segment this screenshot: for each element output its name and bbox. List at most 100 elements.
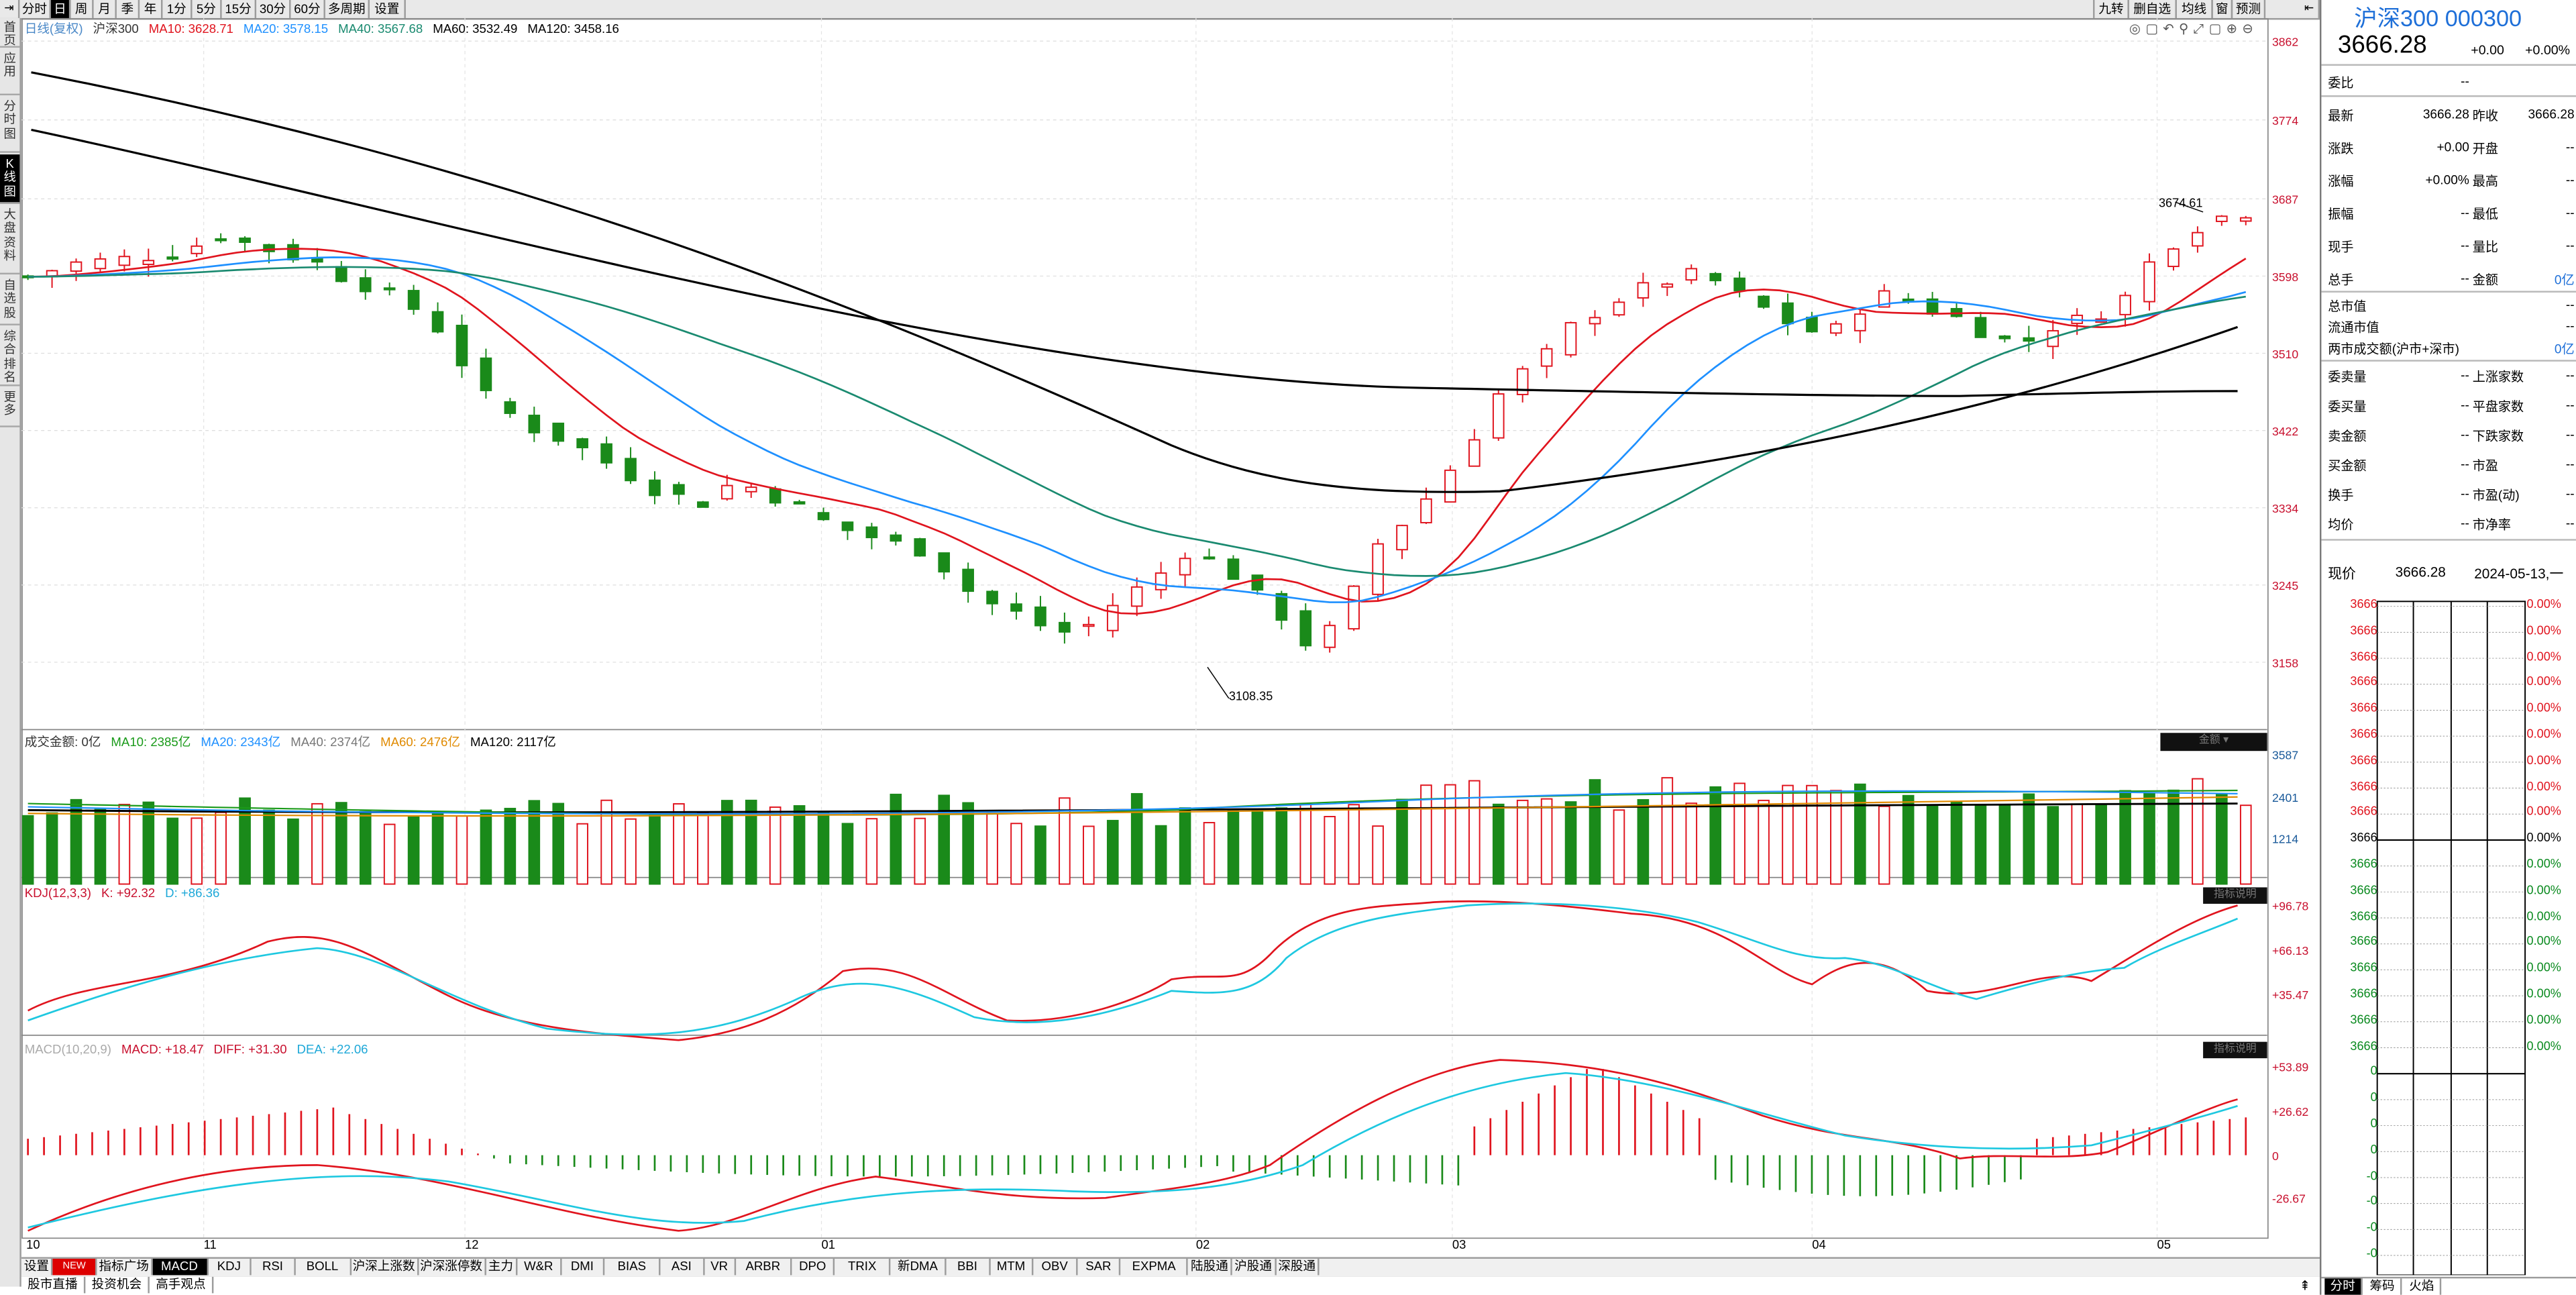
- indicator-tab[interactable]: VR: [704, 1258, 737, 1276]
- volume-bar: [1010, 823, 1022, 885]
- period-tab[interactable]: 分时: [19, 0, 51, 18]
- left-nav-item[interactable]: 应用: [0, 49, 20, 96]
- volume-bar: [1299, 802, 1312, 885]
- chart-tool-icons[interactable]: ◎▢↶⚲⤢▢⊕⊖: [2129, 21, 2259, 36]
- diff-value: DIFF: +31.30: [213, 1041, 287, 1057]
- toolbar-right-item[interactable]: 预测: [2231, 0, 2266, 18]
- mini-pct-tick: 0.00%: [2526, 622, 2561, 637]
- indicator-tab[interactable]: 沪股通: [1232, 1258, 1276, 1276]
- period-tab[interactable]: 1分: [162, 0, 193, 18]
- indicator-tab[interactable]: 新DMA: [891, 1258, 947, 1276]
- period-toolbar: ⇥ 分时日周月季年 1分 5分 15分 30分 60分 多周期 设置 九转 删自选 均线窗预测 ⇤: [0, 0, 2320, 20]
- expand-icon[interactable]: ⇞: [2299, 1278, 2311, 1294]
- quote-row-value: --: [2461, 238, 2469, 254]
- volume-bar: [986, 813, 998, 885]
- toolbar-right-item[interactable]: 窗: [2211, 0, 2233, 18]
- indicator-tab[interactable]: 深股通: [1276, 1258, 1320, 1276]
- left-nav-item[interactable]: 首页: [0, 18, 20, 48]
- quote-tab[interactable]: 分时: [2324, 1278, 2363, 1295]
- indicator-tab[interactable]: BIAS: [605, 1258, 661, 1276]
- volume-bar: [1227, 810, 1240, 885]
- indicator-tab[interactable]: TRIX: [835, 1258, 891, 1276]
- indicator-tab[interactable]: BOLL: [295, 1258, 352, 1276]
- quote-tab[interactable]: 筹码: [2364, 1278, 2402, 1295]
- indicator-tab[interactable]: 主力: [486, 1258, 518, 1276]
- volume-bar: [1106, 819, 1119, 885]
- kdj-tick: +96.78: [2271, 898, 2309, 914]
- volume-bar: [1468, 780, 1481, 885]
- period-tab[interactable]: 多周期: [325, 0, 370, 18]
- indicator-tab[interactable]: OBV: [1034, 1258, 1078, 1276]
- mini-pct-tick: 0.00%: [2526, 648, 2561, 664]
- indicator-tab[interactable]: W&R: [517, 1258, 561, 1276]
- mini-pct-tick: 0.00%: [2526, 830, 2561, 845]
- info-tab[interactable]: 高手观点: [150, 1276, 214, 1294]
- indicator-tab[interactable]: BBI: [947, 1258, 990, 1276]
- indicator-tab[interactable]: DMI: [561, 1258, 605, 1276]
- stat-label: 换手: [2328, 488, 2354, 503]
- indicator-tab[interactable]: ASI: [660, 1258, 704, 1276]
- volume-bar: [263, 809, 275, 885]
- left-nav-item[interactable]: 大盘资料: [0, 205, 20, 274]
- mini-price-tick: 3666: [2350, 908, 2377, 923]
- period-tab[interactable]: 5分: [193, 0, 222, 18]
- left-nav-item[interactable]: 更多: [0, 388, 20, 427]
- volume-badge[interactable]: 金额 ▾: [2160, 733, 2267, 752]
- period-tab[interactable]: 周: [70, 0, 94, 18]
- candle-body: [1130, 586, 1143, 607]
- volume-bar: [191, 817, 203, 885]
- macd-dea-line: [28, 1072, 2238, 1229]
- quote-tab[interactable]: 火焰: [2404, 1278, 2442, 1295]
- indicator-tab[interactable]: MACD: [152, 1258, 209, 1276]
- info-tab[interactable]: 投资机会: [85, 1276, 150, 1294]
- candle-body: [335, 266, 347, 282]
- high-marker: [2175, 201, 2204, 213]
- volume-bar: [1950, 801, 1963, 885]
- indicator-tab[interactable]: MTM: [990, 1258, 1034, 1276]
- ma10-value: MA10: 3628.71: [148, 21, 233, 36]
- high-annotation: 3674.61: [2158, 195, 2203, 211]
- left-nav-item[interactable]: 自选股: [0, 276, 20, 325]
- toolbar-right-item[interactable]: 九转: [2093, 0, 2129, 18]
- volume-bar: [2023, 793, 2035, 885]
- indicator-tab[interactable]: EXPMA: [1121, 1258, 1189, 1276]
- mini-intraday-chart[interactable]: [2321, 588, 2576, 1276]
- candle-body: [697, 501, 709, 508]
- indicator-tab[interactable]: 沪深涨停数: [419, 1258, 486, 1276]
- toolbar-right-item[interactable]: 均线: [2175, 0, 2213, 18]
- period-tab[interactable]: 月: [94, 0, 117, 18]
- indicator-tab[interactable]: SAR: [1077, 1258, 1122, 1276]
- collapse-icon[interactable]: ⇤: [2300, 0, 2320, 18]
- volume-bar: [1492, 803, 1505, 885]
- kdj-badge[interactable]: 指标说明: [2203, 887, 2267, 904]
- period-tab[interactable]: 季: [117, 0, 140, 18]
- left-nav-item[interactable]: K线图: [0, 154, 20, 204]
- indicator-tab[interactable]: ARBR: [736, 1258, 792, 1276]
- volume-bar: [407, 816, 420, 885]
- left-nav-item[interactable]: 综合排名: [0, 327, 20, 386]
- period-tab[interactable]: 日: [50, 0, 71, 18]
- volume-bar: [2047, 806, 2059, 885]
- candle-body: [1998, 335, 2011, 340]
- period-tab[interactable]: 15分: [222, 0, 257, 18]
- macd-badge[interactable]: 指标说明: [2203, 1041, 2267, 1059]
- low-marker: [1207, 666, 1230, 699]
- indicator-tab[interactable]: DPO: [792, 1258, 836, 1276]
- kline-chart[interactable]: [21, 17, 2320, 1269]
- indicator-tab[interactable]: KDJ: [208, 1258, 252, 1276]
- arrow-icon[interactable]: ⇥: [0, 0, 20, 18]
- indicator-tab[interactable]: RSI: [252, 1258, 296, 1276]
- toolbar-right-item[interactable]: 删自选: [2127, 0, 2177, 18]
- indicator-tab[interactable]: 陆股通: [1189, 1258, 1232, 1276]
- indicator-tab[interactable]: 指标广场: [97, 1258, 153, 1276]
- left-nav-item[interactable]: 分时图: [0, 97, 20, 153]
- indicator-tab[interactable]: 设置: [21, 1258, 54, 1276]
- candle-body: [1685, 268, 1698, 281]
- info-tab[interactable]: 股市直播: [21, 1276, 86, 1294]
- period-tab[interactable]: 60分: [290, 0, 325, 18]
- indicator-tab[interactable]: 沪深上涨数: [351, 1258, 419, 1276]
- volume-bar: [1661, 777, 1674, 885]
- period-tab[interactable]: 30分: [256, 0, 291, 18]
- period-tab[interactable]: 设置: [370, 0, 406, 18]
- period-tab[interactable]: 年: [140, 0, 163, 18]
